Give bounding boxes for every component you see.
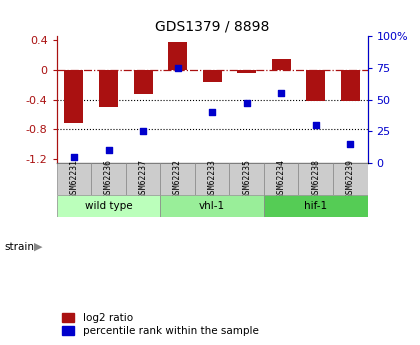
Point	[209, 109, 215, 115]
Text: GSM62236: GSM62236	[104, 159, 113, 198]
Text: GSM62239: GSM62239	[346, 159, 355, 198]
Point	[347, 141, 354, 147]
Text: GSM62235: GSM62235	[242, 159, 251, 198]
Bar	[57, 195, 160, 217]
Point	[243, 101, 250, 106]
Bar	[306, 70, 325, 101]
Text: vhl-1: vhl-1	[199, 201, 225, 211]
Point	[312, 122, 319, 128]
Text: GSM62234: GSM62234	[277, 159, 286, 198]
Bar	[134, 70, 152, 93]
Text: strain: strain	[4, 242, 34, 252]
Bar	[65, 70, 84, 124]
Bar	[195, 163, 229, 195]
Text: wild type: wild type	[85, 201, 132, 211]
Bar	[229, 163, 264, 195]
Legend: log2 ratio, percentile rank within the sample: log2 ratio, percentile rank within the s…	[62, 313, 259, 336]
Bar	[160, 195, 264, 217]
Bar	[264, 163, 299, 195]
Bar	[333, 163, 368, 195]
Point	[278, 90, 284, 96]
Point	[140, 128, 147, 134]
Bar	[168, 42, 187, 70]
Bar	[272, 59, 291, 70]
Text: GSM62233: GSM62233	[207, 159, 217, 198]
Bar	[341, 70, 360, 101]
Point	[105, 147, 112, 153]
Title: GDS1379 / 8898: GDS1379 / 8898	[155, 20, 269, 34]
Text: GSM62232: GSM62232	[173, 159, 182, 198]
Point	[71, 154, 77, 159]
Text: hif-1: hif-1	[304, 201, 327, 211]
Bar	[160, 163, 195, 195]
Bar	[237, 70, 256, 73]
Bar	[99, 70, 118, 107]
Bar	[57, 163, 91, 195]
Bar	[264, 195, 368, 217]
Point	[174, 65, 181, 71]
Bar	[126, 163, 160, 195]
Text: GSM62237: GSM62237	[139, 159, 147, 198]
Bar	[91, 163, 126, 195]
Bar	[299, 163, 333, 195]
Text: GSM62231: GSM62231	[69, 159, 79, 198]
Text: GSM62238: GSM62238	[311, 159, 320, 198]
Bar	[202, 70, 222, 82]
Text: ▶: ▶	[34, 242, 43, 252]
